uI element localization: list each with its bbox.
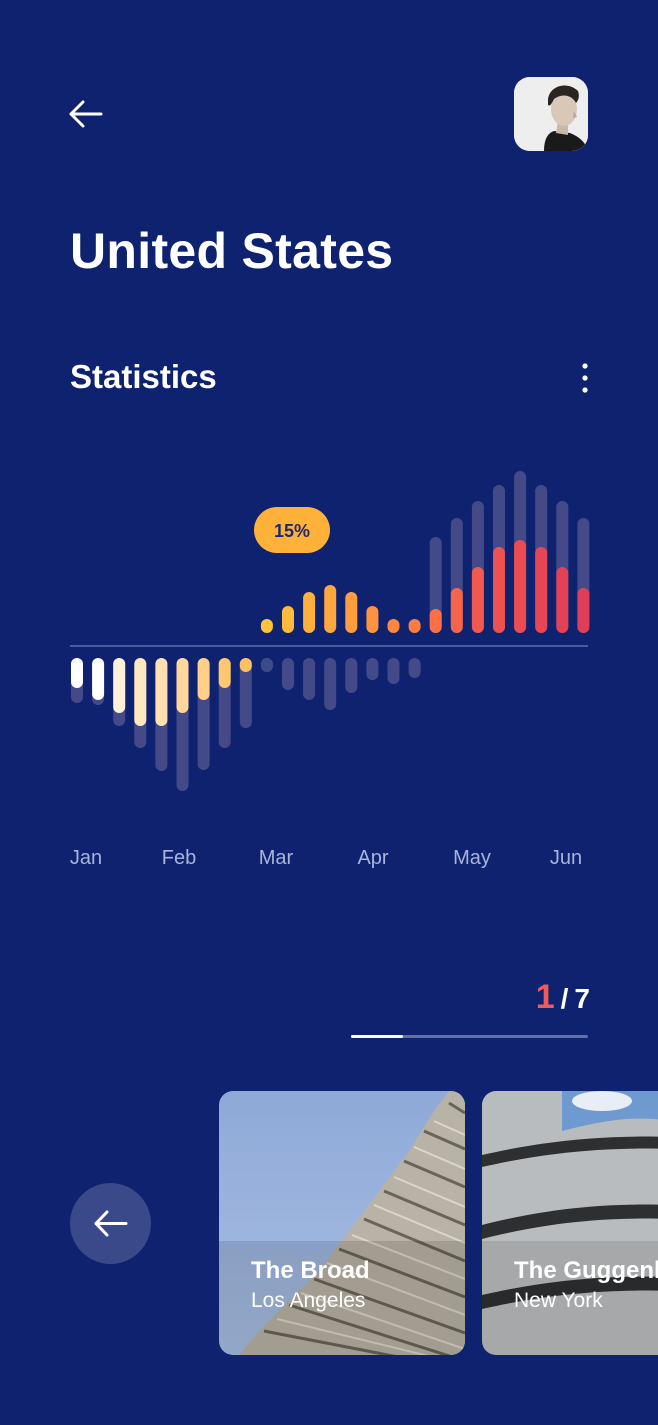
chart-bar-upper xyxy=(324,585,337,633)
avatar[interactable] xyxy=(514,77,588,151)
chart-highlight-badge xyxy=(254,507,330,553)
chart-bar-lower xyxy=(71,658,83,688)
pager-total: 7 xyxy=(574,983,590,1014)
pager-separator: / xyxy=(560,983,569,1014)
chart-bar-upper xyxy=(387,619,400,633)
chart-bar-upper xyxy=(556,567,569,633)
statistics-title: Statistics xyxy=(70,358,217,395)
chart-bar-upper xyxy=(577,588,590,633)
carousel-progress-track xyxy=(351,1035,588,1038)
chart-bar-lower xyxy=(260,658,273,672)
back-button[interactable] xyxy=(66,96,106,132)
chart-bar-upper xyxy=(429,609,442,633)
arrow-left-icon xyxy=(69,100,103,128)
more-vertical-icon xyxy=(582,363,588,393)
page-title: United States xyxy=(70,223,394,279)
chart-bar-lower xyxy=(176,658,189,713)
chart-bar-lower-ghost xyxy=(387,658,400,684)
arrow-left-icon xyxy=(94,1210,128,1237)
card-subtitle: New York xyxy=(514,1289,603,1312)
user-avatar-icon xyxy=(514,77,588,151)
chart-bar-upper xyxy=(450,588,463,633)
chart-bar-lower xyxy=(218,658,231,688)
building-photo-broad xyxy=(219,1091,465,1355)
more-options-button[interactable] xyxy=(570,358,600,398)
carousel-progress-fill xyxy=(351,1035,404,1038)
place-card-the-broad[interactable]: The Broad Los Angeles xyxy=(219,1091,465,1355)
chart-bar-lower-ghost xyxy=(366,658,379,680)
chart-bar-lower-ghost xyxy=(408,658,421,678)
chart-highlight-label: 15% xyxy=(274,521,310,541)
chart-bar-upper xyxy=(366,606,379,633)
pager-current: 1 xyxy=(535,978,555,1016)
chart-bar-upper xyxy=(303,592,316,633)
chart-bar-upper xyxy=(514,540,527,633)
chart-bar-upper xyxy=(260,619,273,633)
chart-bar-lower xyxy=(134,658,147,726)
chart-bar-lower xyxy=(113,658,126,713)
chart-bar-upper xyxy=(535,547,548,633)
chart-bar-lower-ghost xyxy=(345,658,358,693)
chart-month-label: Apr xyxy=(357,847,388,869)
chart-bar-lower-ghost xyxy=(324,658,337,710)
carousel-prev-button[interactable] xyxy=(70,1183,151,1264)
chart-bar-upper-ghost xyxy=(429,537,442,633)
chart-bar-lower xyxy=(239,658,252,672)
chart-bar-upper xyxy=(408,619,421,633)
card-title: The Guggenheim xyxy=(514,1257,658,1284)
chart-bar-upper xyxy=(345,592,358,633)
chart-bar-lower-ghost xyxy=(282,658,294,690)
statistics-chart: 15% Jan Feb Mar Apr May Jun xyxy=(70,471,590,869)
chart-bar-lower-ghost xyxy=(303,658,316,700)
chart-bar-lower xyxy=(155,658,168,726)
chart-month-label: Jan xyxy=(70,847,102,869)
card-title: The Broad xyxy=(251,1257,370,1284)
chart-bar-lower xyxy=(92,658,105,700)
chart-month-label: Mar xyxy=(259,847,294,869)
chart-month-label: Feb xyxy=(162,847,196,869)
pager: 1/7 xyxy=(536,978,590,1017)
chart-month-label: May xyxy=(453,847,491,869)
card-subtitle: Los Angeles xyxy=(251,1289,366,1312)
chart-bar-upper xyxy=(282,606,294,633)
chart-month-label: Jun xyxy=(550,847,582,869)
place-card-the-guggenheim[interactable]: The Guggenheim New York xyxy=(482,1091,658,1355)
building-photo-guggenheim xyxy=(482,1091,658,1355)
chart-bar-lower-ghost xyxy=(239,658,252,728)
chart-bar-lower xyxy=(197,658,210,700)
chart-bar-upper xyxy=(471,567,484,633)
chart-bar-upper xyxy=(493,547,505,633)
